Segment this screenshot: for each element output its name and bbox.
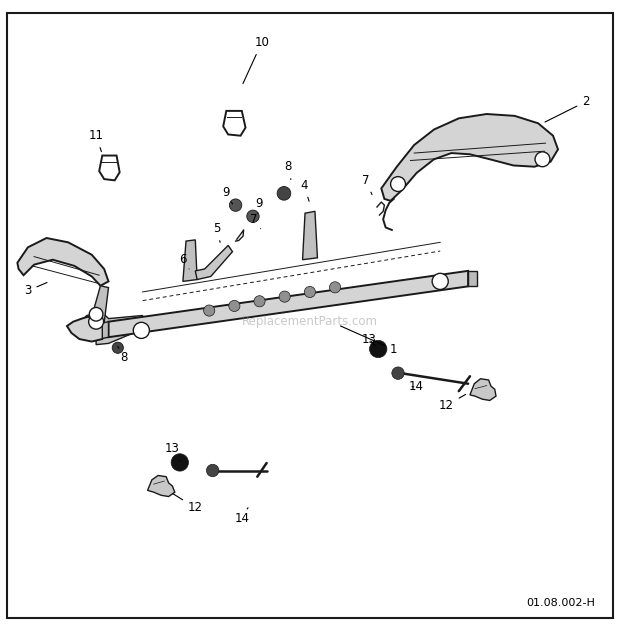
Text: 8: 8 xyxy=(285,160,292,179)
Text: 14: 14 xyxy=(234,508,249,525)
Polygon shape xyxy=(81,312,143,345)
Text: 7: 7 xyxy=(362,174,372,194)
Polygon shape xyxy=(92,286,108,323)
Polygon shape xyxy=(303,211,317,260)
Text: 6: 6 xyxy=(179,253,189,269)
Circle shape xyxy=(392,367,404,379)
Circle shape xyxy=(254,296,265,307)
Text: 14: 14 xyxy=(409,380,424,393)
Polygon shape xyxy=(17,238,108,286)
Text: 2: 2 xyxy=(545,95,590,122)
Circle shape xyxy=(89,307,103,321)
Circle shape xyxy=(277,187,291,200)
Polygon shape xyxy=(67,317,108,341)
Circle shape xyxy=(391,177,405,191)
Circle shape xyxy=(133,322,149,338)
Text: 4: 4 xyxy=(300,179,309,201)
Polygon shape xyxy=(108,271,468,337)
Polygon shape xyxy=(102,322,108,338)
Polygon shape xyxy=(468,271,477,286)
Circle shape xyxy=(206,464,219,476)
Circle shape xyxy=(535,152,550,167)
Text: 10: 10 xyxy=(243,36,269,83)
Text: 9: 9 xyxy=(223,186,232,204)
Circle shape xyxy=(112,342,123,353)
Text: 1: 1 xyxy=(340,326,397,356)
Text: 12: 12 xyxy=(439,394,466,412)
Polygon shape xyxy=(195,245,232,280)
Text: ReplacementParts.com: ReplacementParts.com xyxy=(242,316,378,328)
Text: 8: 8 xyxy=(118,346,128,364)
Circle shape xyxy=(329,282,340,293)
Circle shape xyxy=(203,305,215,316)
Text: 13: 13 xyxy=(165,442,180,461)
Text: 5: 5 xyxy=(213,222,221,242)
Text: 13: 13 xyxy=(361,333,376,346)
Polygon shape xyxy=(148,476,175,497)
Circle shape xyxy=(229,300,240,312)
Polygon shape xyxy=(223,111,246,136)
Circle shape xyxy=(279,291,290,302)
Text: 11: 11 xyxy=(89,129,104,151)
Polygon shape xyxy=(99,155,120,180)
Text: 3: 3 xyxy=(24,283,47,297)
Circle shape xyxy=(229,199,242,211)
Circle shape xyxy=(370,340,387,358)
Circle shape xyxy=(432,273,448,290)
Text: 01.08.002-H: 01.08.002-H xyxy=(526,598,595,608)
Polygon shape xyxy=(381,114,558,201)
Text: 12: 12 xyxy=(173,493,203,514)
Circle shape xyxy=(89,314,104,329)
Circle shape xyxy=(171,454,188,471)
Circle shape xyxy=(247,210,259,223)
Polygon shape xyxy=(470,379,496,401)
Polygon shape xyxy=(183,240,197,281)
Text: 7: 7 xyxy=(250,213,260,228)
Circle shape xyxy=(304,286,316,298)
Text: 9: 9 xyxy=(255,198,263,213)
